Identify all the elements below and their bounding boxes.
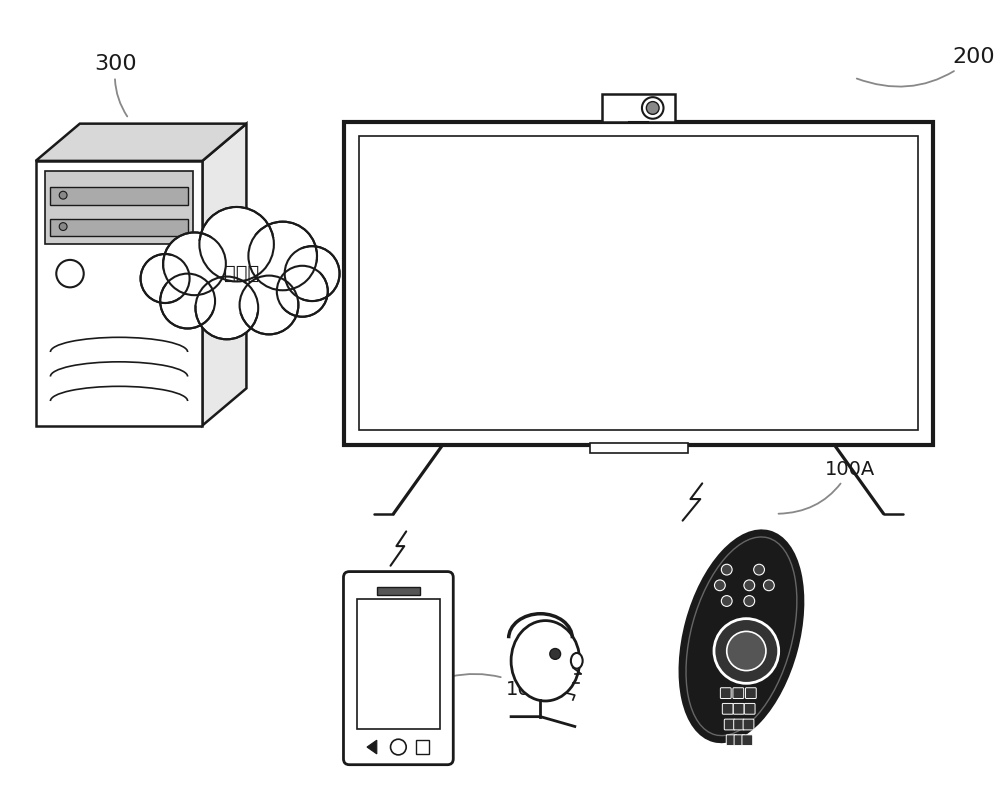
Bar bbox=[359, 136, 918, 430]
Bar bbox=[590, 443, 688, 453]
FancyBboxPatch shape bbox=[720, 688, 731, 699]
Circle shape bbox=[248, 222, 317, 290]
Circle shape bbox=[56, 260, 84, 287]
Circle shape bbox=[744, 596, 755, 606]
Circle shape bbox=[721, 596, 732, 606]
Circle shape bbox=[721, 564, 732, 575]
Circle shape bbox=[59, 222, 67, 231]
Circle shape bbox=[160, 273, 215, 329]
Bar bbox=[602, 94, 675, 122]
FancyBboxPatch shape bbox=[743, 719, 754, 730]
Bar bbox=[45, 171, 193, 244]
Circle shape bbox=[285, 246, 340, 301]
Bar bbox=[416, 740, 429, 754]
Circle shape bbox=[240, 276, 298, 334]
Circle shape bbox=[195, 276, 258, 339]
FancyBboxPatch shape bbox=[734, 719, 744, 730]
FancyBboxPatch shape bbox=[733, 688, 744, 699]
Circle shape bbox=[714, 619, 779, 683]
FancyBboxPatch shape bbox=[724, 719, 735, 730]
FancyBboxPatch shape bbox=[343, 571, 453, 765]
Ellipse shape bbox=[571, 653, 583, 669]
Circle shape bbox=[744, 580, 755, 591]
Circle shape bbox=[163, 232, 226, 295]
Circle shape bbox=[199, 207, 274, 281]
Ellipse shape bbox=[511, 621, 580, 701]
Text: 100A: 100A bbox=[779, 459, 875, 513]
Bar bbox=[357, 599, 440, 729]
FancyBboxPatch shape bbox=[733, 704, 744, 714]
Circle shape bbox=[763, 580, 774, 591]
Polygon shape bbox=[202, 123, 246, 426]
Circle shape bbox=[277, 266, 328, 317]
Text: 100B: 100B bbox=[450, 674, 556, 700]
FancyBboxPatch shape bbox=[744, 704, 755, 714]
FancyBboxPatch shape bbox=[726, 735, 737, 746]
Circle shape bbox=[754, 564, 764, 575]
Polygon shape bbox=[36, 123, 246, 161]
Bar bbox=[377, 588, 420, 595]
Circle shape bbox=[727, 631, 766, 671]
Polygon shape bbox=[367, 740, 377, 754]
Circle shape bbox=[642, 98, 664, 118]
Ellipse shape bbox=[163, 235, 320, 313]
FancyBboxPatch shape bbox=[745, 688, 756, 699]
FancyBboxPatch shape bbox=[722, 704, 733, 714]
Text: 200: 200 bbox=[857, 47, 995, 86]
Circle shape bbox=[59, 191, 67, 199]
FancyBboxPatch shape bbox=[742, 735, 753, 746]
Text: 300: 300 bbox=[95, 54, 137, 116]
FancyBboxPatch shape bbox=[734, 735, 745, 746]
Bar bbox=[344, 122, 933, 445]
Circle shape bbox=[550, 649, 561, 659]
Circle shape bbox=[141, 254, 190, 303]
Bar bbox=[36, 161, 202, 426]
Text: 互联网: 互联网 bbox=[224, 264, 259, 283]
Circle shape bbox=[714, 580, 725, 591]
Bar bbox=[50, 187, 188, 205]
Ellipse shape bbox=[680, 531, 803, 742]
Bar bbox=[50, 218, 188, 236]
Circle shape bbox=[646, 102, 659, 114]
